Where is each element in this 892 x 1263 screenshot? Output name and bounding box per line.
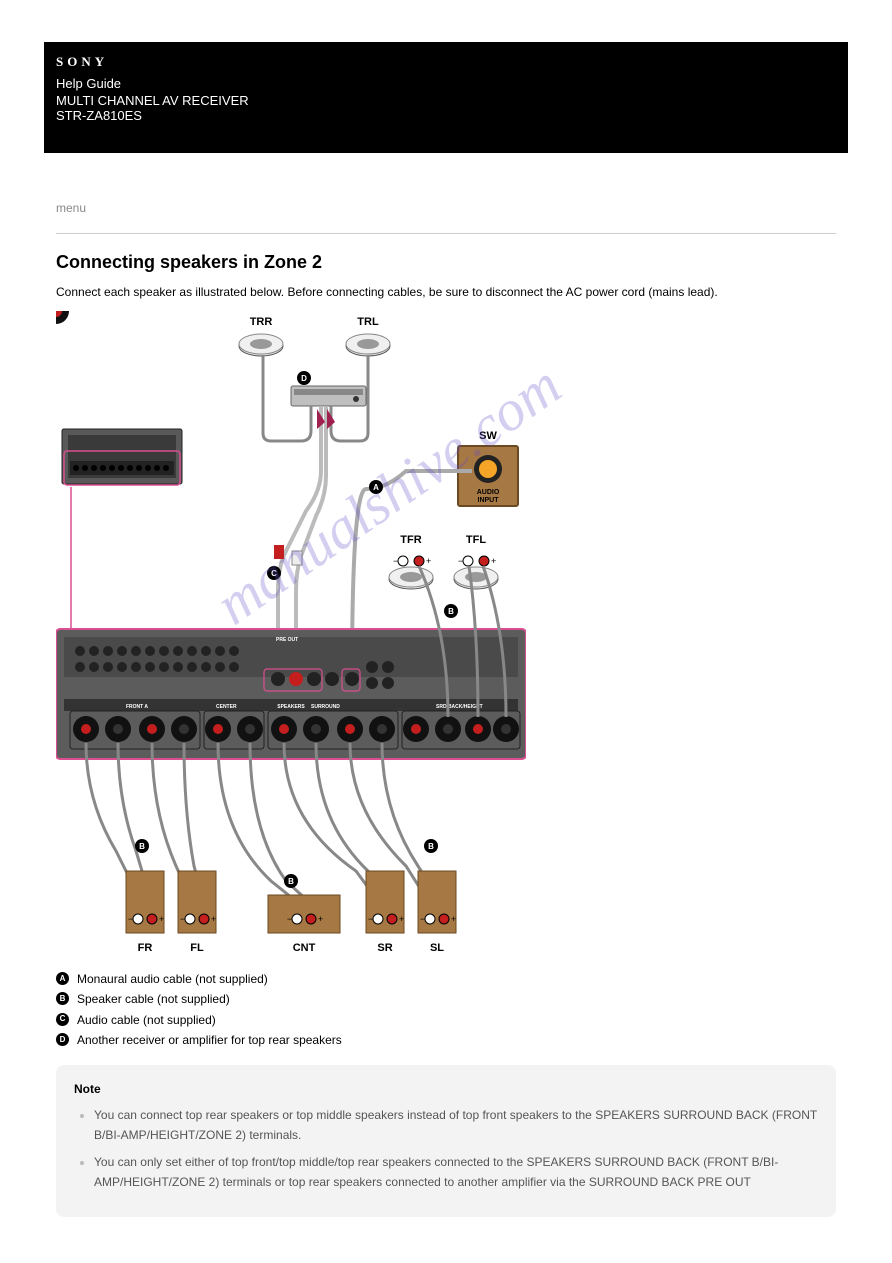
svg-text:TFR: TFR (400, 534, 421, 546)
note-title: Note (74, 1079, 818, 1099)
divider (56, 233, 836, 234)
legend-list: A Monaural audio cable (not supplied) B Sp… (56, 969, 836, 1051)
speaker-fr-icon: −+ (126, 871, 164, 933)
speaker-tfl-icon: −+ (454, 556, 498, 589)
svg-text:−: − (458, 556, 463, 566)
product-line: MULTI CHANNEL AV RECEIVER STR-ZA810ES (56, 93, 836, 123)
speaker-sl-icon: −+ (418, 871, 456, 933)
speaker-cnt-icon: −+ (268, 895, 340, 933)
speaker-trr-icon (239, 334, 283, 356)
legend-a-text: Monaural audio cable (not supplied) (77, 969, 268, 989)
svg-text:CENTER: CENTER (216, 704, 237, 710)
legend-c-icon: C (56, 1013, 69, 1026)
svg-text:+: + (159, 914, 164, 924)
note-box: Note You can connect top rear speakers o… (56, 1065, 836, 1217)
svg-text:SURROUND: SURROUND (311, 704, 340, 710)
svg-text:D: D (301, 374, 307, 383)
svg-text:SRD BACK/HEIGHT: SRD BACK/HEIGHT (436, 704, 483, 710)
svg-text:FRONT A: FRONT A (126, 704, 148, 710)
svg-text:+: + (211, 914, 216, 924)
note-item: You can only set either of top front/top… (94, 1152, 818, 1193)
svg-text:−: − (287, 914, 292, 924)
note-item: You can connect top rear speakers or top… (94, 1105, 818, 1146)
svg-text:C: C (271, 569, 277, 578)
svg-text:−: − (420, 914, 425, 924)
legend-d-text: Another receiver or amplifier for top re… (77, 1030, 342, 1050)
svg-text:B: B (288, 877, 294, 886)
legend-b-icon: B (56, 992, 69, 1005)
menu-breadcrumb[interactable]: menu (56, 201, 836, 215)
receiver-d-icon (291, 386, 366, 406)
svg-text:+: + (399, 914, 404, 924)
svg-text:+: + (451, 914, 456, 924)
legend-c-text: Audio cable (not supplied) (77, 1010, 216, 1030)
svg-text:+: + (491, 556, 496, 566)
subwoofer-icon: AUDIO INPUT (458, 446, 518, 506)
svg-text:AUDIO: AUDIO (477, 489, 500, 496)
svg-text:+: + (318, 914, 323, 924)
svg-text:TRL: TRL (357, 316, 379, 328)
speaker-fl-icon: −+ (178, 871, 216, 933)
help-guide-label: Help Guide (56, 76, 836, 91)
receiver-panel-icon: PRE OUT SPEAKERS FRONT A CENTER SURROUND… (56, 311, 526, 759)
legend-d-icon: D (56, 1033, 69, 1046)
svg-text:FR: FR (138, 942, 153, 954)
svg-text:FL: FL (190, 942, 204, 954)
svg-text:SL: SL (430, 942, 444, 954)
svg-text:CNT: CNT (293, 942, 316, 954)
wiring-diagram: D TRR TRL AUDIO IN (56, 311, 526, 959)
page-title: Connecting speakers in Zone 2 (56, 252, 836, 273)
svg-text:−: − (368, 914, 373, 924)
svg-text:−: − (128, 914, 133, 924)
legend-b-text: Speaker cable (not supplied) (77, 989, 230, 1009)
header-bar: SONY Help Guide MULTI CHANNEL AV RECEIVE… (44, 42, 848, 153)
svg-text:SPEAKERS: SPEAKERS (277, 704, 305, 710)
legend-a-icon: A (56, 972, 69, 985)
speaker-sr-icon: −+ (366, 871, 404, 933)
svg-text:−: − (393, 556, 398, 566)
svg-text:TRR: TRR (250, 316, 273, 328)
speaker-trl-icon (346, 334, 390, 356)
intro-text: Connect each speaker as illustrated belo… (56, 283, 836, 301)
svg-text:A: A (373, 483, 379, 492)
sony-logo: SONY (56, 54, 836, 70)
svg-text:B: B (448, 607, 454, 616)
svg-text:TFL: TFL (466, 534, 486, 546)
svg-text:PRE OUT: PRE OUT (276, 637, 298, 643)
svg-text:B: B (428, 842, 434, 851)
svg-text:B: B (139, 842, 145, 851)
svg-text:SR: SR (377, 942, 392, 954)
svg-text:+: + (426, 556, 431, 566)
receiver-small-icon (62, 429, 182, 485)
svg-text:INPUT: INPUT (478, 497, 500, 504)
svg-text:SW: SW (479, 430, 497, 442)
svg-text:−: − (180, 914, 185, 924)
